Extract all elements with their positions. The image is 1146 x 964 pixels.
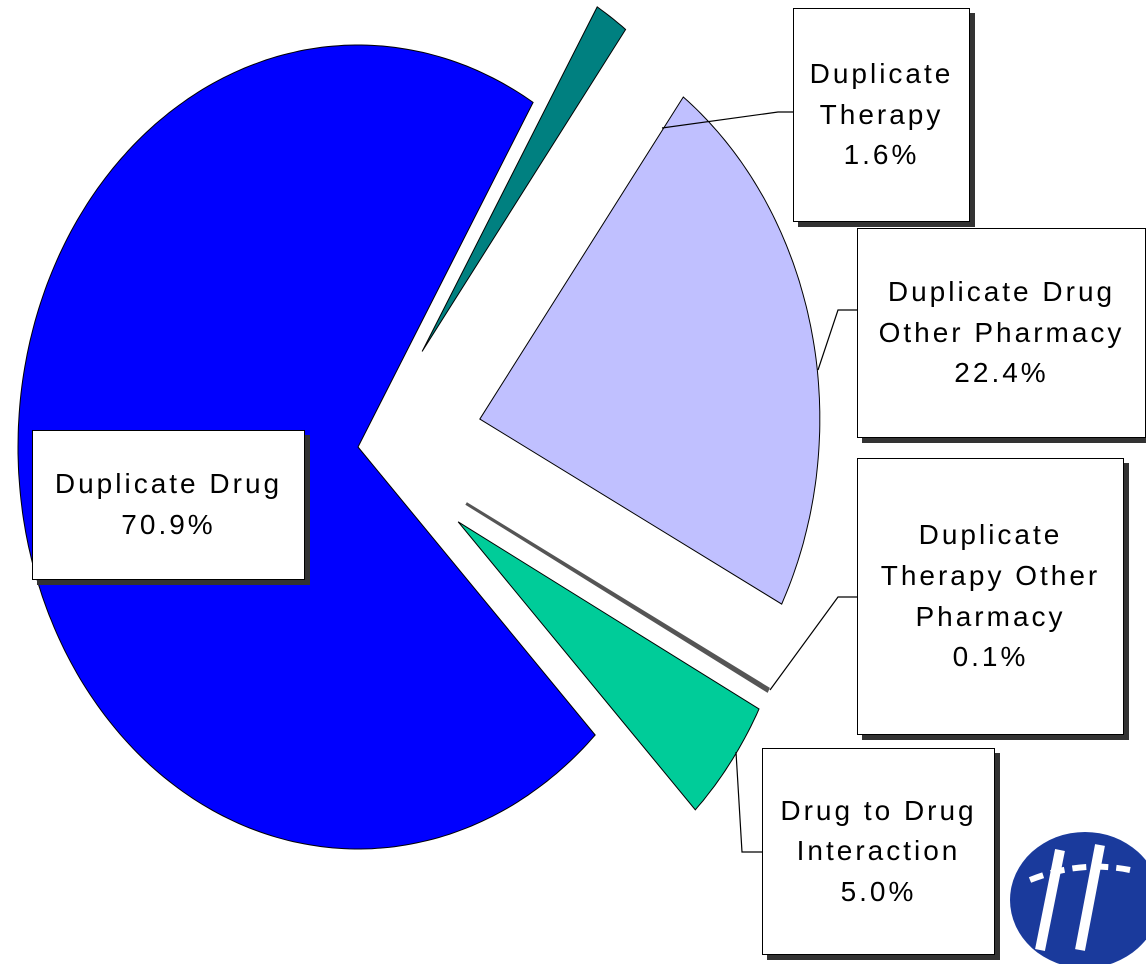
- slice-name: Duplicate Therapy: [809, 58, 954, 130]
- slice-label-box: Drug to Drug Interaction 5.0%: [762, 748, 995, 955]
- slice-label-box: Duplicate Drug Other Pharmacy 22.4%: [857, 228, 1146, 438]
- slice-label-box: Duplicate Therapy 1.6%: [793, 8, 970, 222]
- slice-value: 0.1%: [952, 641, 1029, 673]
- slice-value: 70.9%: [121, 509, 216, 540]
- slice-name: Duplicate Drug: [54, 468, 283, 500]
- leader-lines: [661, 111, 857, 853]
- pie-slice: [465, 502, 770, 693]
- leader-line: [817, 309, 857, 371]
- leader-line: [661, 111, 793, 129]
- slice-name: Duplicate Therapy Other Pharmacy: [880, 519, 1101, 632]
- pie-slice: [17, 44, 596, 850]
- slice-name: Duplicate Drug Other Pharmacy: [878, 276, 1125, 348]
- slice-label-box: Duplicate Drug 70.9%: [32, 430, 305, 580]
- slice-label-box: Duplicate Therapy Other Pharmacy 0.1%: [857, 458, 1124, 735]
- leader-line: [735, 751, 762, 853]
- slice-name: Drug to Drug Interaction: [780, 794, 977, 867]
- pie-slice: [421, 6, 627, 352]
- slice-value: 22.4%: [954, 357, 1049, 389]
- pie-slice: [457, 521, 760, 811]
- leader-line: [769, 596, 857, 691]
- logo: [1010, 832, 1146, 964]
- pie-slice: [479, 96, 821, 605]
- slice-value: 1.6%: [843, 139, 920, 171]
- slice-value: 5.0%: [840, 875, 917, 907]
